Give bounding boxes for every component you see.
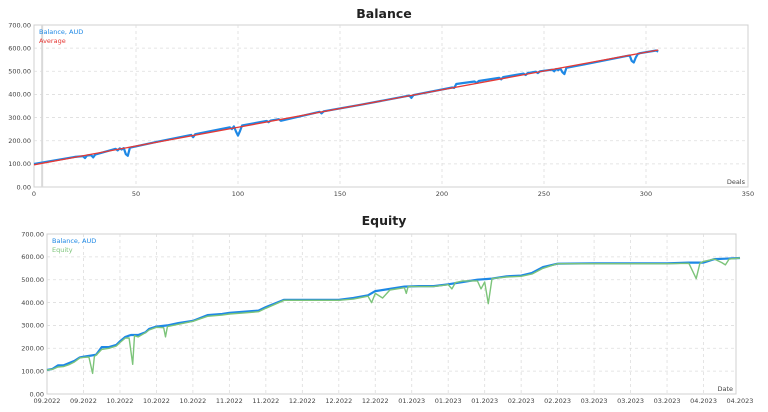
x-tick-label: 150 xyxy=(334,190,346,198)
y-tick-label: 100.00 xyxy=(21,367,44,375)
y-tick-label: 600.00 xyxy=(8,44,31,52)
x-tick-label: 10.2022 xyxy=(179,397,206,405)
y-tick-label: 400.00 xyxy=(8,91,31,99)
x-tick-label: 09.2022 xyxy=(34,397,61,405)
x-tick-label: 02.2023 xyxy=(508,397,535,405)
x-axis-label: Date xyxy=(717,385,733,393)
x-tick-label: 12.2022 xyxy=(362,397,389,405)
y-tick-label: 700.00 xyxy=(8,21,31,29)
start-marker-band xyxy=(41,25,44,187)
series-balance-aud-line xyxy=(46,256,741,372)
plot-frame xyxy=(33,24,749,188)
x-tick-label: 0 xyxy=(32,190,36,198)
x-tick-label: 01.2023 xyxy=(398,397,425,405)
x-tick-label: 04.2023 xyxy=(690,397,717,405)
x-tick-label: 200 xyxy=(436,190,448,198)
y-tick-label: 700.00 xyxy=(21,230,44,238)
x-tick-label: 12.2022 xyxy=(289,397,316,405)
y-tick-label: 200.00 xyxy=(8,137,31,145)
x-tick-label: 350 xyxy=(742,190,754,198)
x-tick-label: 10.2022 xyxy=(143,397,170,405)
x-tick-label: 250 xyxy=(538,190,550,198)
x-tick-label: 03.2023 xyxy=(654,397,681,405)
y-tick-label: 100.00 xyxy=(8,160,31,168)
x-tick-label: 03.2023 xyxy=(581,397,608,405)
x-tick-label: 50 xyxy=(132,190,140,198)
x-tick-label: 01.2023 xyxy=(471,397,498,405)
plot-frame xyxy=(46,233,737,395)
y-tick-label: 0.00 xyxy=(30,390,44,398)
x-tick-label: 09.2022 xyxy=(70,397,97,405)
x-tick-label: 300 xyxy=(640,190,652,198)
x-tick-label: 10.2022 xyxy=(107,397,134,405)
x-tick-label: 11.2022 xyxy=(252,397,279,405)
series-equity-line xyxy=(46,257,741,375)
y-tick-label: 600.00 xyxy=(21,253,44,261)
x-tick-label: 01.2023 xyxy=(435,397,462,405)
y-tick-label: 0.00 xyxy=(17,183,31,191)
legend-item: Equity xyxy=(52,246,73,254)
balance-plot: 0.00 100.00 200.00 300.00 400.00 500.00 600.00… xyxy=(8,21,754,198)
x-tick-label: 03.2023 xyxy=(617,397,644,405)
series-average-line xyxy=(33,49,659,166)
y-tick-label: 500.00 xyxy=(21,276,44,284)
y-tick-label: 400.00 xyxy=(21,299,44,307)
y-tick-label: 300.00 xyxy=(21,322,44,330)
y-tick-label: 200.00 xyxy=(21,345,44,353)
x-tick-label: 12.2022 xyxy=(325,397,352,405)
x-tick-label: 100 xyxy=(232,190,244,198)
legend-item: Balance, AUD xyxy=(39,28,83,36)
equity-chart-title: Equity xyxy=(361,213,407,228)
balance-chart: Balance 0.00 100.00 200.00 300.00 400.00 500.… xyxy=(0,0,768,205)
legend-item: Balance, AUD xyxy=(52,237,96,245)
x-tick-label: 02.2023 xyxy=(544,397,571,405)
x-axis-label: Deals xyxy=(727,178,746,186)
legend-item: Average xyxy=(39,37,66,45)
balance-chart-title: Balance xyxy=(356,6,412,21)
x-tick-label: 04.2023 xyxy=(727,397,754,405)
y-tick-label: 300.00 xyxy=(8,114,31,122)
x-tick-label: 11.2022 xyxy=(216,397,243,405)
y-tick-label: 500.00 xyxy=(8,68,31,76)
